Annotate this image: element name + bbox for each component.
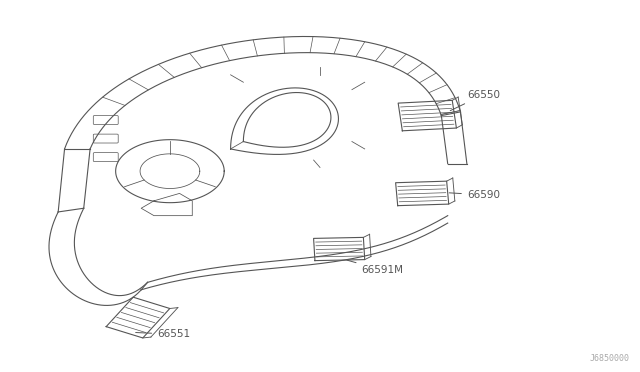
Text: 66591M: 66591M <box>347 260 403 275</box>
Text: 66551: 66551 <box>136 329 190 339</box>
Text: 66590: 66590 <box>449 190 500 200</box>
Text: J6850000: J6850000 <box>589 354 630 363</box>
Text: 66550: 66550 <box>450 90 500 111</box>
